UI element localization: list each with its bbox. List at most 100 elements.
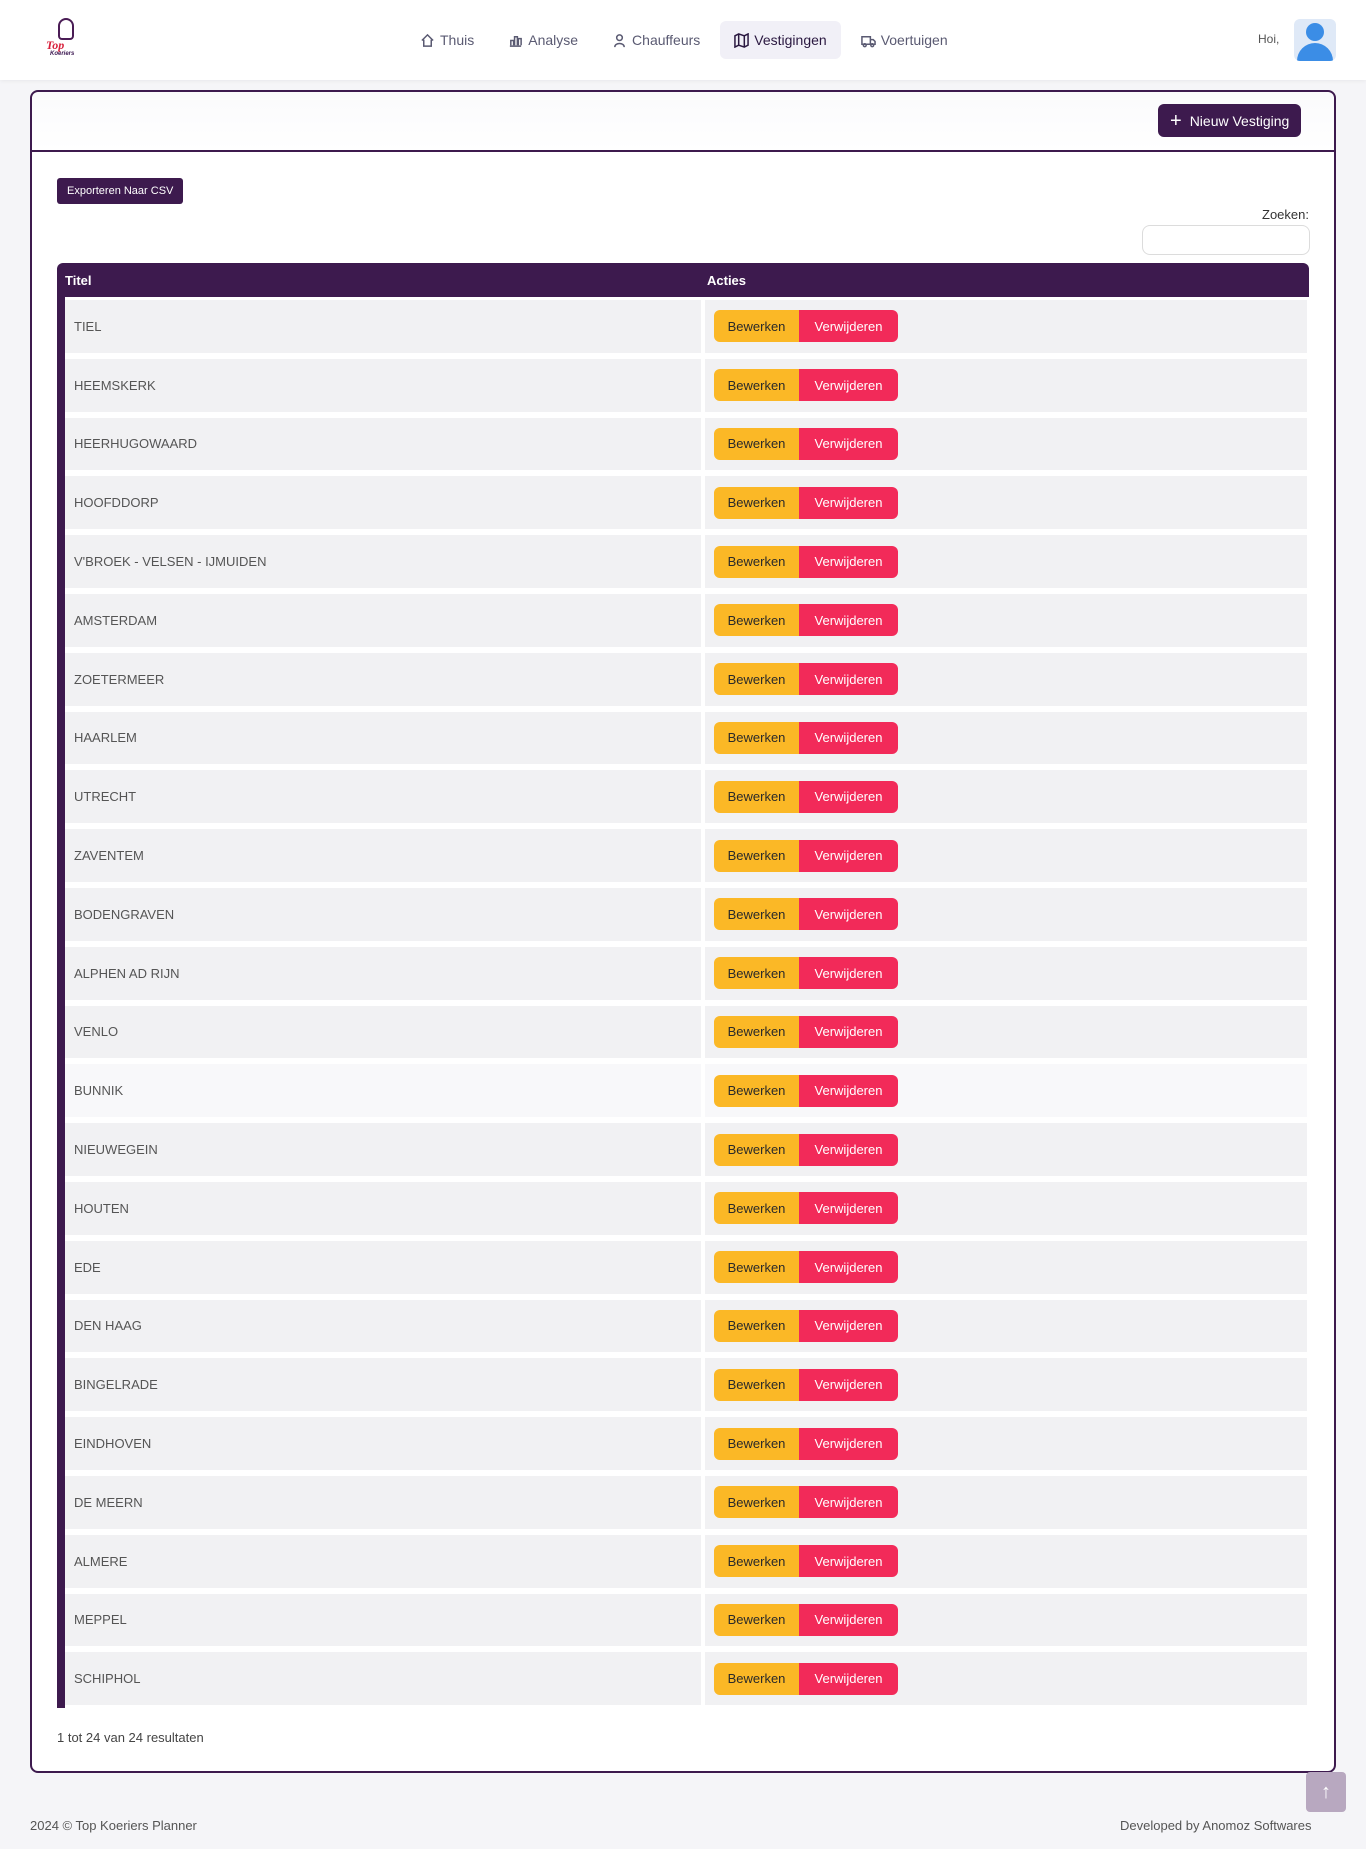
- vestigingen-card: + Nieuw Vestiging Exporteren Naar CSV Zo…: [30, 90, 1336, 1773]
- edit-button[interactable]: Bewerken: [714, 427, 799, 460]
- table-row: DEN HAAG Bewerken Verwijderen: [57, 1296, 1309, 1356]
- nav-label: Analyse: [528, 32, 579, 48]
- vestiging-title: HOUTEN: [65, 1181, 701, 1235]
- delete-button[interactable]: Verwijderen: [799, 898, 898, 931]
- vestiging-title: HEERHUGOWAARD: [65, 417, 701, 471]
- row-actions: Bewerken Verwijderen: [705, 829, 1307, 882]
- delete-button[interactable]: Verwijderen: [799, 839, 898, 872]
- brand-logo[interactable]: Top Koeriers: [44, 18, 84, 62]
- scroll-to-top-button[interactable]: ↑: [1306, 1772, 1346, 1812]
- vestiging-title: DE MEERN: [65, 1475, 701, 1529]
- delete-button[interactable]: Verwijderen: [799, 1251, 898, 1284]
- edit-button[interactable]: Bewerken: [714, 780, 799, 813]
- edit-button[interactable]: Bewerken: [714, 663, 799, 696]
- delete-button[interactable]: Verwijderen: [799, 1662, 898, 1695]
- table-row: ALMERE Bewerken Verwijderen: [57, 1531, 1309, 1591]
- row-actions: Bewerken Verwijderen: [705, 1417, 1307, 1470]
- column-header-titel[interactable]: Titel: [65, 272, 92, 288]
- nav-item-vestigingen[interactable]: Vestigingen: [720, 21, 841, 59]
- delete-button[interactable]: Verwijderen: [799, 545, 898, 578]
- edit-button[interactable]: Bewerken: [714, 1133, 799, 1166]
- avatar-body-icon: [1297, 43, 1333, 61]
- row-actions: Bewerken Verwijderen: [705, 1240, 1307, 1294]
- table-row: HAARLEM Bewerken Verwijderen: [57, 708, 1309, 768]
- nav-item-chauffeurs[interactable]: Chauffeurs: [598, 21, 714, 59]
- search-input[interactable]: [1142, 225, 1310, 255]
- delete-button[interactable]: Verwijderen: [799, 1133, 898, 1166]
- edit-button[interactable]: Bewerken: [714, 1309, 799, 1342]
- nav-label: Voertuigen: [880, 32, 948, 48]
- home-icon: [421, 33, 434, 47]
- delete-button[interactable]: Verwijderen: [799, 1603, 898, 1636]
- edit-button[interactable]: Bewerken: [714, 1486, 799, 1519]
- edit-button[interactable]: Bewerken: [714, 1251, 799, 1284]
- vestiging-title: V'BROEK - VELSEN - IJMUIDEN: [65, 535, 701, 588]
- logo-subtext: Koeriers: [50, 51, 75, 57]
- edit-button[interactable]: Bewerken: [714, 1603, 799, 1636]
- nav-item-voertuigen[interactable]: Voertuigen: [847, 21, 962, 59]
- edit-button[interactable]: Bewerken: [714, 1545, 799, 1578]
- delete-button[interactable]: Verwijderen: [799, 369, 898, 402]
- table-header: Titel Acties: [57, 263, 1309, 297]
- delete-button[interactable]: Verwijderen: [799, 310, 898, 343]
- edit-button[interactable]: Bewerken: [714, 1074, 799, 1107]
- thumbs-up-icon: [58, 18, 74, 40]
- row-actions: Bewerken Verwijderen: [705, 535, 1307, 588]
- edit-button[interactable]: Bewerken: [714, 1368, 799, 1401]
- edit-button[interactable]: Bewerken: [714, 310, 799, 343]
- edit-button[interactable]: Bewerken: [714, 486, 799, 519]
- chart-icon: [510, 35, 523, 47]
- nav-item-thuis[interactable]: Thuis: [406, 21, 488, 59]
- footer-copyright: 2024 © Top Koeriers Planner: [30, 1818, 197, 1833]
- row-actions: Bewerken Verwijderen: [705, 1652, 1307, 1706]
- edit-button[interactable]: Bewerken: [714, 369, 799, 402]
- row-actions: Bewerken Verwijderen: [705, 652, 1307, 706]
- row-actions: Bewerken Verwijderen: [705, 593, 1307, 647]
- delete-button[interactable]: Verwijderen: [799, 1486, 898, 1519]
- export-csv-button[interactable]: Exporteren Naar CSV: [57, 178, 184, 204]
- delete-button[interactable]: Verwijderen: [799, 1015, 898, 1048]
- table-row: HOOFDDORP Bewerken Verwijderen: [57, 473, 1309, 533]
- delete-button[interactable]: Verwijderen: [799, 1074, 898, 1107]
- delete-button[interactable]: Verwijderen: [799, 604, 898, 637]
- delete-button[interactable]: Verwijderen: [799, 486, 898, 519]
- edit-button[interactable]: Bewerken: [714, 721, 799, 754]
- edit-button[interactable]: Bewerken: [714, 545, 799, 578]
- delete-button[interactable]: Verwijderen: [799, 663, 898, 696]
- edit-button[interactable]: Bewerken: [714, 957, 799, 990]
- edit-button[interactable]: Bewerken: [714, 898, 799, 931]
- delete-button[interactable]: Verwijderen: [799, 957, 898, 990]
- top-navbar: Top Koeriers Thuis Analyse Chauffeurs Ve…: [0, 0, 1366, 80]
- table-row: HOUTEN Bewerken Verwijderen: [57, 1178, 1309, 1238]
- vestiging-title: BINGELRADE: [65, 1358, 701, 1412]
- delete-button[interactable]: Verwijderen: [799, 1192, 898, 1225]
- table-row: V'BROEK - VELSEN - IJMUIDEN Bewerken Verwi…: [57, 532, 1309, 591]
- delete-button[interactable]: Verwijderen: [799, 1427, 898, 1460]
- delete-button[interactable]: Verwijderen: [799, 721, 898, 754]
- vestiging-title: AMSTERDAM: [65, 593, 701, 647]
- row-actions: Bewerken Verwijderen: [705, 1358, 1307, 1412]
- edit-button[interactable]: Bewerken: [714, 1015, 799, 1048]
- delete-button[interactable]: Verwijderen: [799, 427, 898, 460]
- table-row: MEPPEL Bewerken Verwijderen: [57, 1590, 1309, 1650]
- delete-button[interactable]: Verwijderen: [799, 1545, 898, 1578]
- edit-button[interactable]: Bewerken: [714, 1662, 799, 1695]
- column-header-acties: Acties: [707, 272, 747, 288]
- delete-button[interactable]: Verwijderen: [799, 1309, 898, 1342]
- delete-button[interactable]: Verwijderen: [799, 1368, 898, 1401]
- vestiging-title: UTRECHT: [65, 770, 701, 824]
- table-row: TIEL Bewerken Verwijderen: [57, 297, 1309, 356]
- avatar[interactable]: [1294, 19, 1336, 61]
- row-actions: Bewerken Verwijderen: [705, 1534, 1307, 1588]
- edit-button[interactable]: Bewerken: [714, 839, 799, 872]
- vestiging-title: VENLO: [65, 1005, 701, 1059]
- edit-button[interactable]: Bewerken: [714, 604, 799, 637]
- delete-button[interactable]: Verwijderen: [799, 780, 898, 813]
- edit-button[interactable]: Bewerken: [714, 1192, 799, 1225]
- nav-item-analyse[interactable]: Analyse: [494, 21, 592, 59]
- row-actions: Bewerken Verwijderen: [705, 946, 1307, 1000]
- table-row: UTRECHT Bewerken Verwijderen: [57, 767, 1309, 827]
- edit-button[interactable]: Bewerken: [714, 1427, 799, 1460]
- new-vestiging-button[interactable]: + Nieuw Vestiging: [1158, 104, 1302, 137]
- table-row: EINDHOVEN Bewerken Verwijderen: [57, 1414, 1309, 1473]
